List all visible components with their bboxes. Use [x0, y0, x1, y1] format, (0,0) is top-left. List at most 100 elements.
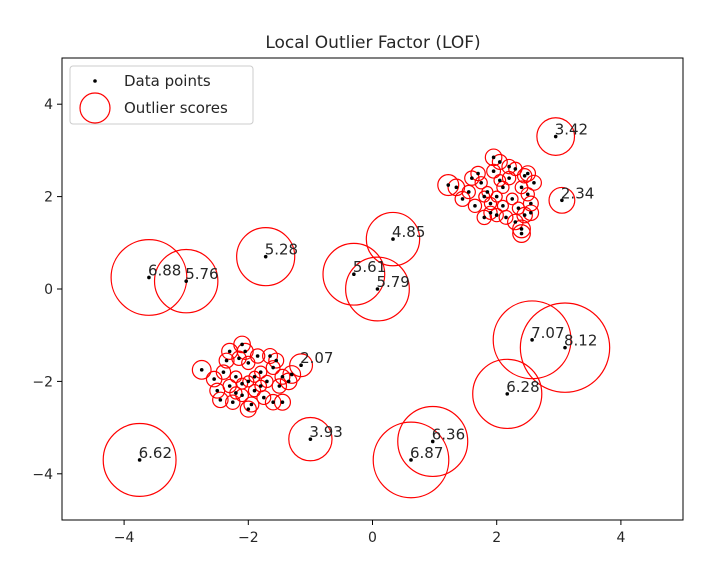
data-point: [525, 192, 530, 197]
data-point: [255, 354, 260, 358]
outlier-score-circle: [262, 347, 279, 365]
data-point: [488, 210, 493, 215]
data-point: [308, 437, 313, 441]
data-point: [501, 185, 505, 190]
y-tick-label: 0: [44, 282, 53, 298]
x-tick-label: 4: [616, 530, 625, 546]
outlier-score-circle: [397, 405, 469, 478]
data-point: [224, 358, 229, 363]
outlier-score-circle: [209, 382, 226, 399]
data-point: [488, 201, 493, 206]
data-point: [271, 365, 275, 370]
outlier-score-circle: [467, 198, 483, 214]
data-point: [430, 439, 435, 444]
data-point: [268, 354, 272, 358]
data-point: [221, 370, 226, 374]
data-point: [262, 395, 266, 400]
data-point: [147, 275, 151, 280]
data-point: [498, 178, 502, 183]
data-point: [215, 388, 220, 393]
outlier-score-circle: [254, 365, 268, 379]
data-point: [519, 227, 524, 231]
y-tick-label: −4: [32, 467, 53, 483]
legend-data-points-label: Data points: [124, 72, 211, 90]
outlier-score-circle: [282, 365, 302, 384]
data-point: [246, 379, 251, 384]
x-tick-label: −4: [114, 530, 135, 546]
outlier-score-circle: [271, 378, 288, 394]
data-point: [218, 398, 223, 402]
outlier-score-circle: [205, 370, 223, 388]
outlier-score-circle: [501, 158, 517, 175]
data-point: [553, 134, 558, 139]
outlier-score-circle: [229, 386, 243, 400]
data-point: [240, 381, 244, 386]
legend-outlier-scores-marker: [79, 92, 111, 124]
outlier-score-circle: [519, 302, 611, 393]
data-point: [252, 374, 257, 379]
outlier-score-circle: [437, 174, 460, 197]
outlier-score-label: 4.85: [392, 223, 425, 241]
data-point: [234, 374, 238, 379]
outlier-score-circle: [212, 391, 229, 409]
data-point: [230, 400, 235, 404]
y-tick-label: 4: [44, 97, 53, 113]
data-point: [454, 185, 459, 190]
data-point: [246, 407, 251, 411]
data-point: [510, 197, 515, 201]
data-point: [522, 174, 527, 178]
outlier-score-label: 6.62: [139, 444, 172, 462]
data-point: [519, 185, 524, 190]
data-point: [446, 183, 451, 187]
data-point: [227, 349, 232, 354]
data-point: [280, 374, 285, 379]
data-point: [530, 338, 534, 342]
data-point: [299, 363, 303, 368]
outlier-score-circle: [110, 239, 188, 316]
outlier-score-circle: [274, 368, 291, 385]
data-point: [391, 237, 395, 241]
data-point: [466, 190, 471, 194]
legend-outlier-scores-label: Outlier scores: [124, 99, 228, 117]
data-point: [563, 345, 567, 350]
outlier-score-label: 3.42: [555, 121, 588, 139]
outlier-score-circle: [486, 163, 502, 179]
outlier-score-circle: [248, 370, 261, 383]
data-point: [277, 384, 282, 388]
data-point: [258, 370, 263, 374]
outlier-score-circle: [536, 117, 576, 156]
data-point: [473, 204, 477, 208]
outlier-score-circle: [472, 358, 543, 430]
data-point: [532, 180, 536, 185]
outlier-score-circle: [464, 170, 480, 186]
data-point: [498, 160, 502, 164]
data-point: [460, 197, 465, 201]
outlier-score-label: 2.07: [300, 349, 333, 367]
data-point: [289, 372, 294, 377]
outlier-score-circle: [483, 205, 498, 220]
outlier-score-circle: [231, 350, 247, 367]
data-point: [258, 384, 263, 388]
outlier-score-label: 2.34: [561, 184, 594, 202]
outlier-score-circle: [484, 148, 503, 167]
data-point: [252, 388, 257, 393]
data-point: [137, 458, 142, 462]
outlier-score-circle: [519, 165, 537, 182]
data-point: [470, 176, 474, 180]
outlier-score-label: 5.28: [265, 241, 298, 259]
data-marks: [102, 117, 611, 499]
data-point: [485, 190, 490, 194]
outlier-score-circle: [249, 348, 266, 364]
outlier-score-circle: [322, 242, 386, 306]
data-point: [519, 231, 524, 236]
legend-data-points-marker: [93, 79, 97, 83]
outlier-score-label: 8.12: [564, 332, 597, 350]
outlier-score-circle: [478, 190, 491, 203]
outlier-score-circle: [242, 375, 255, 388]
data-point: [240, 393, 244, 398]
data-point: [227, 384, 232, 388]
data-point: [494, 213, 499, 217]
data-point: [504, 215, 508, 220]
data-point: [286, 379, 291, 384]
legend-frame: [69, 65, 254, 125]
